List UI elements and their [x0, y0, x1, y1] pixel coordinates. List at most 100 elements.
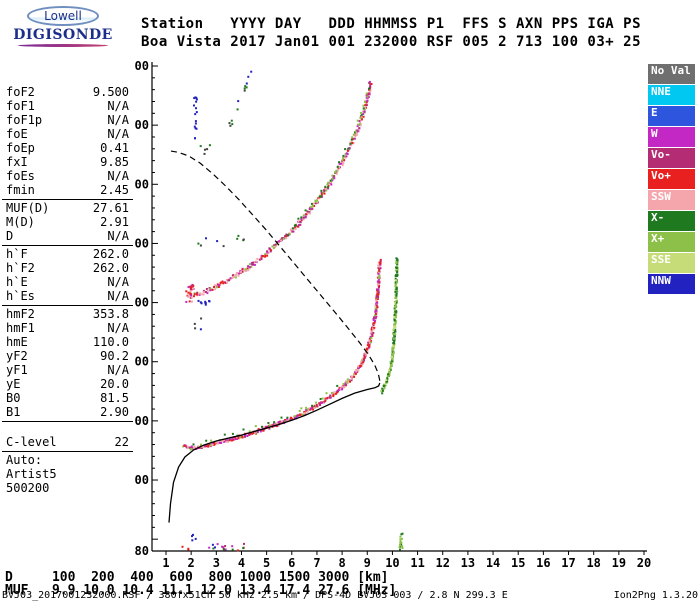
svg-text:11: 11 [410, 556, 424, 570]
param-value: 2.90 [100, 405, 129, 419]
plot-axes: 9008007006005004003002008012345678910111… [135, 59, 651, 570]
svg-text:8: 8 [338, 556, 345, 570]
svg-text:5: 5 [263, 556, 270, 570]
svg-text:1: 1 [162, 556, 169, 570]
parameter-group: hmF2 353.8 hmF1 N/A hmE 110.0 yF2 90.2 yF1 N/A yE 2… [2, 306, 133, 422]
param-label: foE [6, 127, 28, 141]
param-he: h`E N/A [2, 275, 133, 289]
param-value: N/A [107, 289, 129, 303]
param-value: 9.500 [92, 85, 129, 99]
param-label: 500200 [6, 481, 50, 495]
param-label: hmF1 [6, 321, 35, 335]
param-label: Auto: [6, 453, 43, 467]
svg-text:600: 600 [135, 236, 149, 250]
param-label: foF1p [6, 113, 43, 127]
distance-row: D 100 200 400 600 800 1000 1500 3000 [km… [5, 570, 389, 585]
svg-text:6: 6 [288, 556, 295, 570]
digisonde-logo: Lowell DIGISONDE [8, 5, 118, 47]
logo-digisonde-text: DIGISONDE [13, 27, 113, 43]
legend-item-nne: NNE [648, 85, 695, 105]
svg-text:500: 500 [135, 296, 149, 310]
status-bar: BVJ03_2017001232000.RSF / 380fx51Ch 50 k… [2, 590, 698, 601]
param-fof1: foF1 N/A [2, 99, 133, 113]
svg-text:14: 14 [486, 556, 500, 570]
svg-text:4: 4 [238, 556, 245, 570]
param-label: hmE [6, 335, 28, 349]
svg-text:17: 17 [561, 556, 575, 570]
svg-text:80: 80 [135, 544, 149, 558]
legend-item-no-val: No Val [648, 64, 695, 84]
param-value: 20.0 [100, 377, 129, 391]
param-value: N/A [107, 113, 129, 127]
legend-item-sse: SSE [648, 253, 695, 273]
noise-dots [181, 70, 404, 552]
svg-text:13: 13 [461, 556, 475, 570]
param-yf2: yF2 90.2 [2, 349, 133, 363]
param-value: 2.91 [100, 215, 129, 229]
param-value: 353.8 [92, 307, 129, 321]
param-md: M(D) 2.91 [2, 215, 133, 229]
parameter-panel: foF2 9.500 foF1 N/A foF1p N/A foE N/A foEp 0.41 fx… [2, 84, 133, 497]
param-label: B1 [6, 405, 21, 419]
logo-swoosh [18, 44, 108, 47]
param-foe: foE N/A [2, 127, 133, 141]
param-hes: h`Es N/A [2, 289, 133, 303]
param-value: 22 [114, 435, 129, 449]
ionogram-plot: 9008007006005004003002008012345678910111… [135, 59, 651, 570]
svg-text:400: 400 [135, 355, 149, 369]
param-artist5: Artist5 [2, 467, 133, 481]
param-mufd: MUF(D) 27.61 [2, 201, 133, 215]
param-value: N/A [107, 99, 129, 113]
param-label: foEp [6, 141, 35, 155]
param-value: N/A [107, 275, 129, 289]
legend-item-e: E [648, 106, 695, 126]
legend-item-nnw: NNW [648, 274, 695, 294]
param-yf1: yF1 N/A [2, 363, 133, 377]
param-label: yE [6, 377, 21, 391]
param-label: C-level [6, 435, 57, 449]
param-label: yF1 [6, 363, 28, 377]
svg-text:9: 9 [364, 556, 371, 570]
param-foep: foEp 0.41 [2, 141, 133, 155]
param-label: MUF(D) [6, 201, 50, 215]
param-value: 262.0 [92, 261, 129, 275]
muf-row: MUF 9.9 10.0 10.4 11.1 12.0 13.4 17.4 27… [5, 583, 397, 598]
legend-item-vo-: Vo- [648, 148, 695, 168]
param-label: fxI [6, 155, 28, 169]
param-value: 27.61 [92, 201, 129, 215]
profile-lines [168, 150, 381, 523]
param-label: h`F [6, 247, 28, 261]
svg-text:12: 12 [436, 556, 450, 570]
param-500200: 500200 [2, 481, 133, 495]
param-fof1p: foF1p N/A [2, 113, 133, 127]
param-value: N/A [107, 127, 129, 141]
svg-text:18: 18 [586, 556, 600, 570]
param-label: foF2 [6, 85, 35, 99]
svg-text:900: 900 [135, 59, 149, 73]
modeled-topside-profile [168, 150, 381, 381]
param-b1: B1 2.90 [2, 405, 133, 419]
param-value: 90.2 [100, 349, 129, 363]
parameter-group: MUF(D) 27.61 M(D) 2.91 D N/A [2, 200, 133, 246]
param-label: yF2 [6, 349, 28, 363]
param-label: foEs [6, 169, 35, 183]
param-hmf1: hmF1 N/A [2, 321, 133, 335]
param-fmin: fmin 2.45 [2, 183, 133, 197]
param-value: 110.0 [92, 335, 129, 349]
svg-text:3: 3 [213, 556, 220, 570]
header-column-titles: Station YYYY DAY DDD HHMMSS P1 FFS S AXN… [141, 16, 642, 32]
svg-text:15: 15 [511, 556, 525, 570]
parameter-group: h`F 262.0 h`F2 262.0 h`E N/A h`Es N/A [2, 246, 133, 306]
param-d: D N/A [2, 229, 133, 243]
param-hf: h`F 262.0 [2, 247, 133, 261]
logo-oval: Lowell [27, 6, 99, 26]
parameter-group: foF2 9.500 foF1 N/A foF1p N/A foE N/A foEp 0.41 fx… [2, 84, 133, 200]
svg-text:300: 300 [135, 414, 149, 428]
param-label: h`Es [6, 289, 35, 303]
svg-text:19: 19 [612, 556, 626, 570]
logo-lowell-text: Lowell [44, 9, 82, 23]
param-hme: hmE 110.0 [2, 335, 133, 349]
param-value: 0.41 [100, 141, 129, 155]
param-label: foF1 [6, 99, 35, 113]
svg-text:800: 800 [135, 118, 149, 132]
